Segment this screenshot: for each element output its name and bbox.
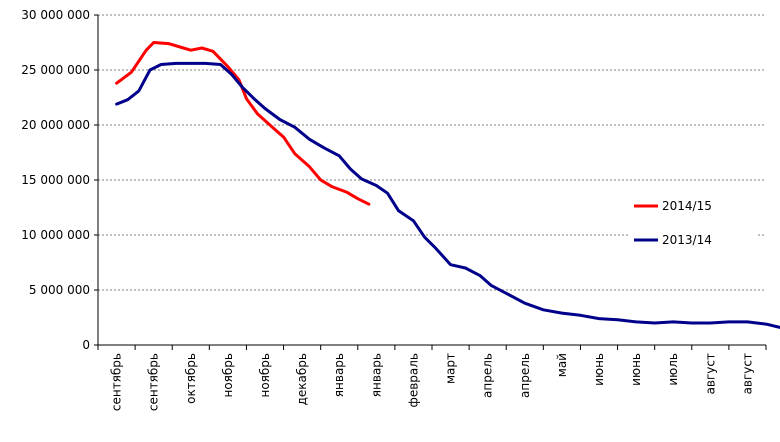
y-tick-label: 20 000 000 bbox=[21, 118, 90, 132]
legend-label: 2014/15 bbox=[662, 199, 712, 213]
x-tick-label: январь bbox=[369, 353, 383, 397]
x-tick-label: ноябрь bbox=[221, 353, 235, 398]
x-tick-label: сентябрь bbox=[147, 353, 161, 411]
x-tick-label: февраль bbox=[406, 353, 420, 407]
x-tick-label: январь bbox=[332, 353, 346, 397]
x-tick-label: май bbox=[555, 353, 569, 377]
x-tick-label: апрель bbox=[518, 353, 532, 398]
legend-label: 2013/14 bbox=[662, 233, 712, 247]
x-tick-label: декабрь bbox=[295, 353, 309, 405]
y-tick-labels: 0 5 000 000 10 000 000 15 000 000 20 000 000… bbox=[21, 8, 90, 352]
x-tick-label: ноябрь bbox=[258, 353, 272, 398]
x-tick-label: октябрь bbox=[184, 353, 198, 404]
x-tick-label: август bbox=[703, 353, 717, 394]
legend-entry-bg bbox=[628, 194, 758, 216]
series-line-2013-14 bbox=[115, 61, 780, 329]
x-tick-label: апрель bbox=[481, 353, 495, 398]
axes bbox=[94, 14, 767, 350]
x-tick-label: июль bbox=[666, 353, 680, 386]
y-tick-label: 30 000 000 bbox=[21, 8, 90, 22]
series-lines bbox=[115, 41, 780, 329]
y-tick-label: 10 000 000 bbox=[21, 228, 90, 242]
x-tick-label: март bbox=[444, 353, 458, 384]
y-tick-label: 0 bbox=[82, 338, 90, 352]
y-tick-label: 15 000 000 bbox=[21, 173, 90, 187]
y-tick-label: 5 000 000 bbox=[29, 283, 90, 297]
x-tick-label: июнь bbox=[629, 353, 643, 386]
legend: 2014/15 2013/14 bbox=[628, 194, 758, 250]
x-tick-label: сентябрь bbox=[110, 353, 124, 411]
x-tick-label: август bbox=[740, 353, 754, 394]
x-tick-label: июнь bbox=[592, 353, 606, 386]
y-tick-label: 25 000 000 bbox=[21, 63, 90, 77]
legend-entry-bg bbox=[628, 228, 758, 250]
x-tick-labels: сентябрь сентябрь октябрь ноябрь ноябрь декаб… bbox=[110, 353, 755, 411]
